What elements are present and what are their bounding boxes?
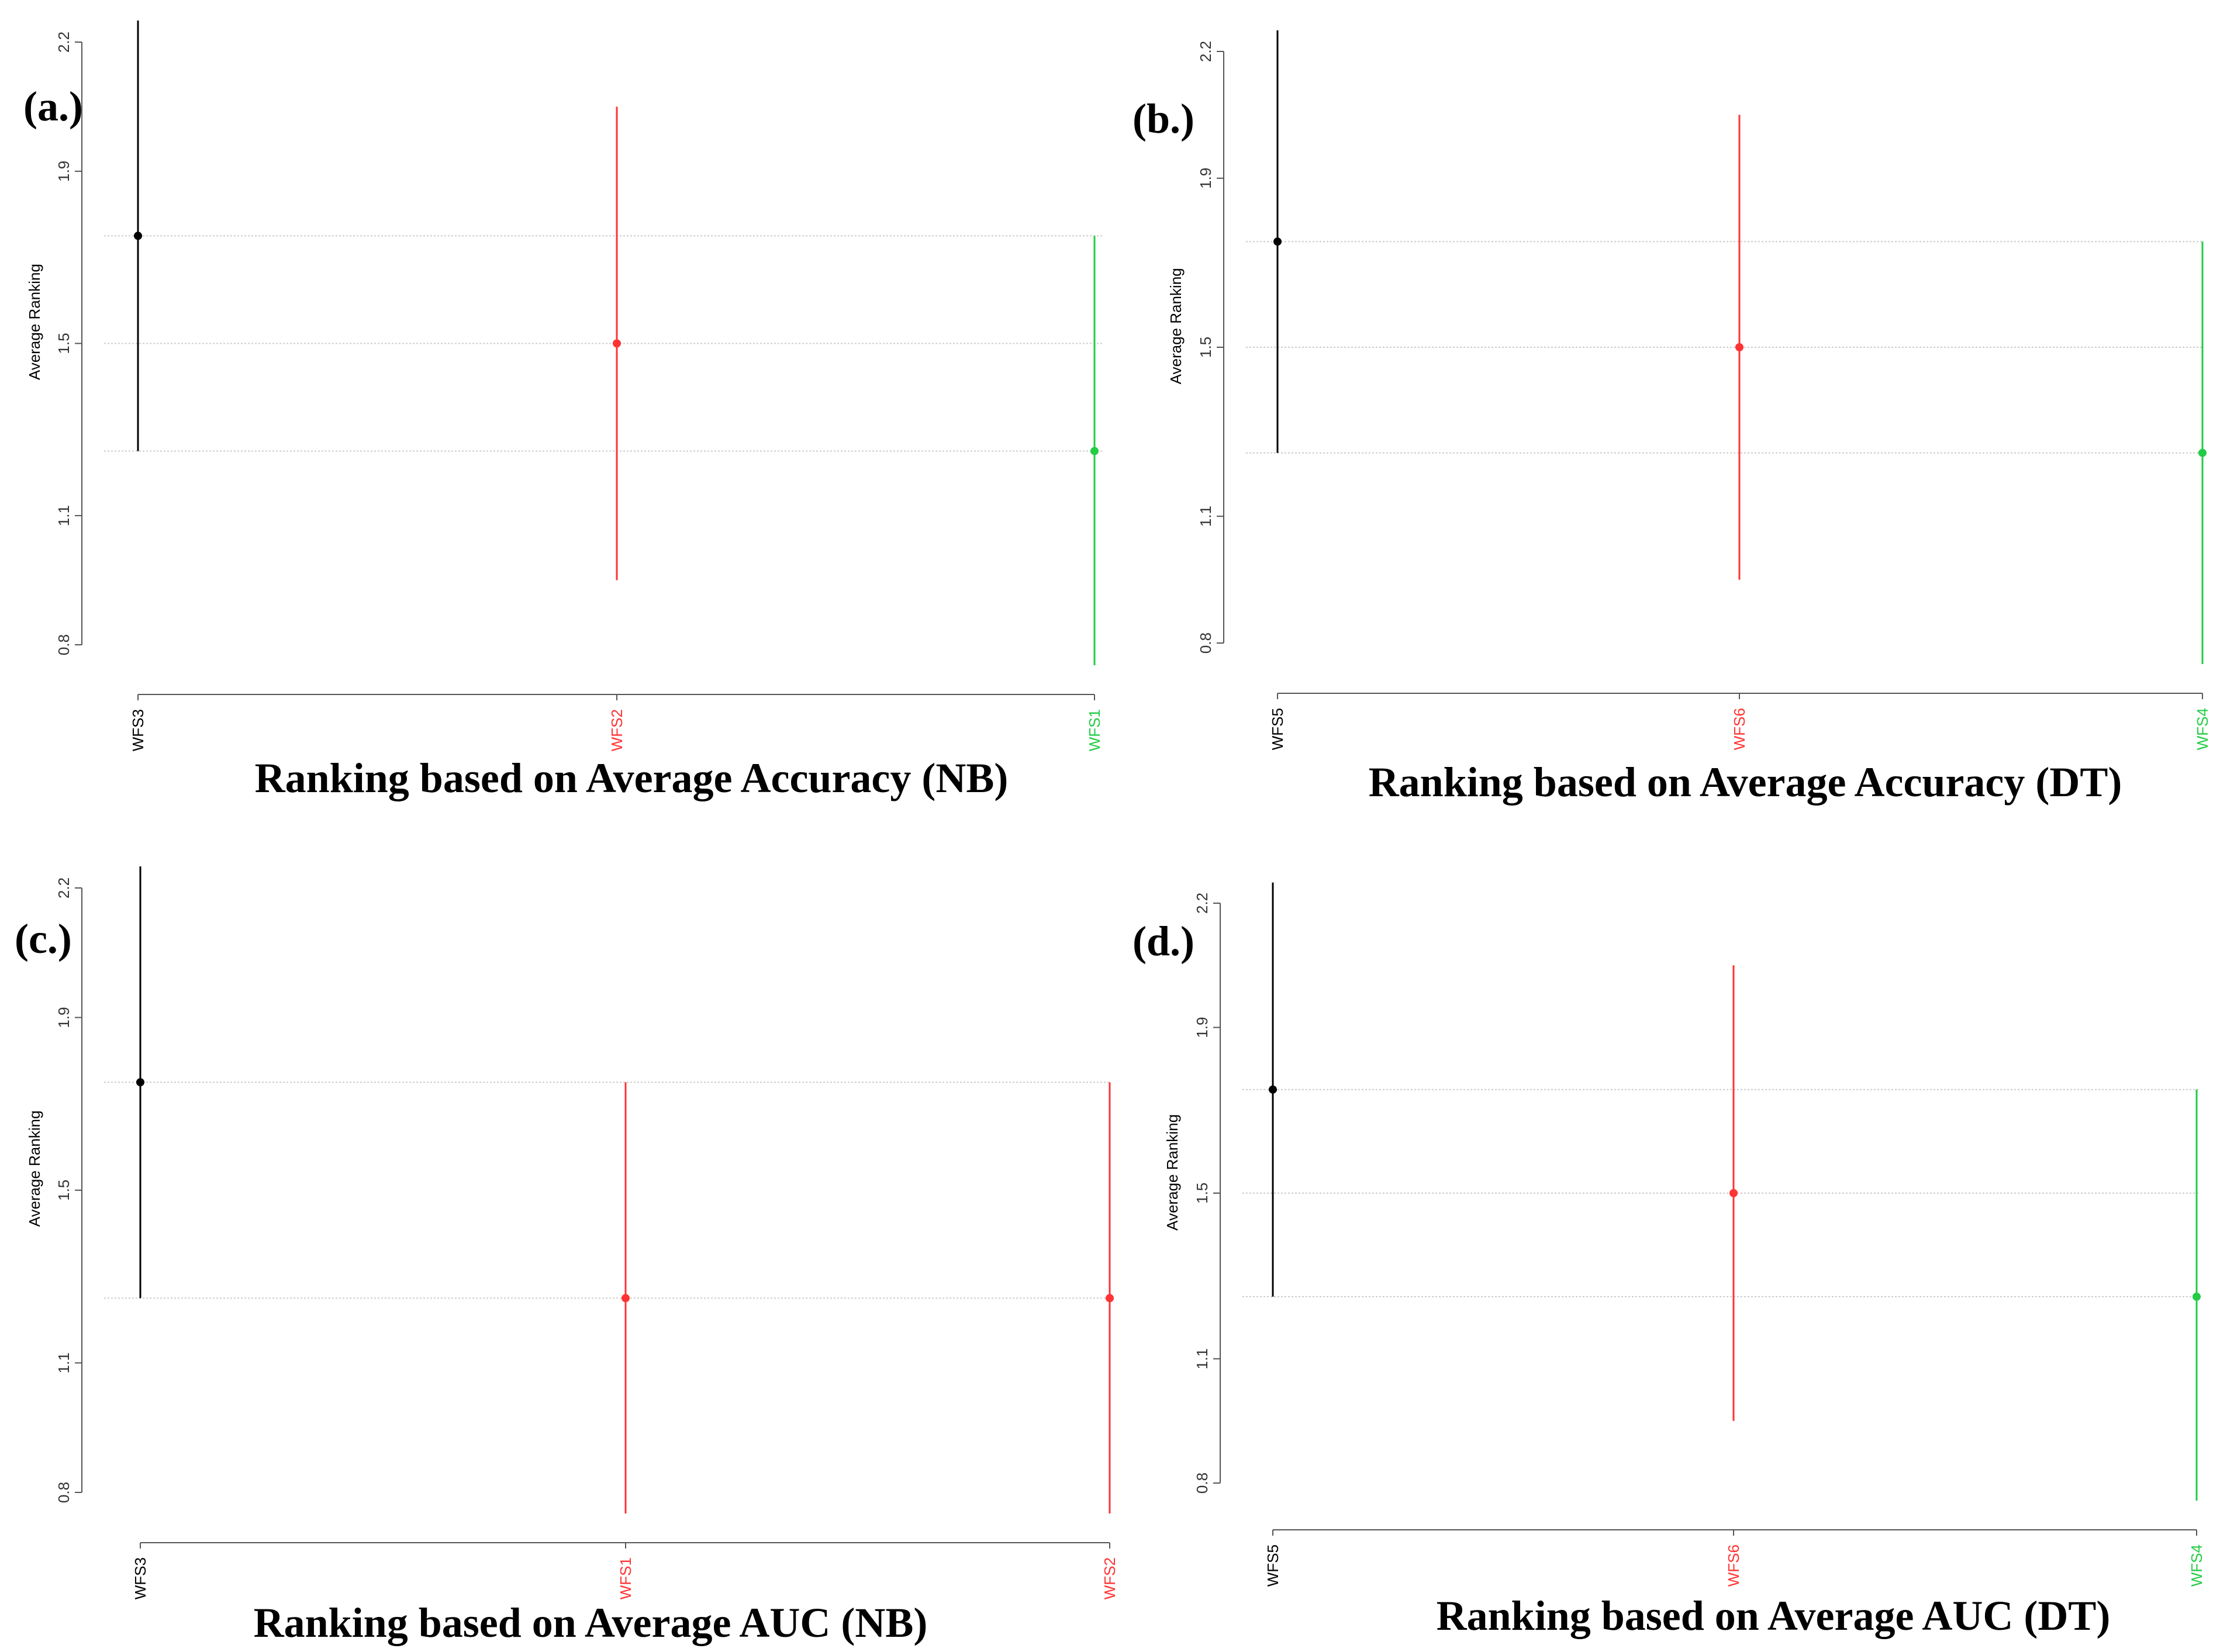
rank-point-wfs3: [134, 231, 142, 240]
y-axis-title: Average Ranking: [26, 1111, 43, 1227]
y-axis-title: Average Ranking: [26, 264, 43, 380]
category-label-wfs1: WFS1: [617, 1557, 634, 1599]
category-label-wfs3: WFS3: [129, 709, 147, 751]
category-label-wfs4: WFS4: [2194, 708, 2211, 750]
y-tick-label: 1.9: [55, 1007, 72, 1028]
y-tick-label: 2.2: [1197, 41, 1214, 62]
y-tick-label: 2.2: [55, 32, 72, 53]
y-tick-label: 1.5: [1197, 337, 1214, 358]
y-tick-label: 1.5: [55, 1180, 72, 1201]
panel-label: (b.): [1133, 95, 1194, 142]
y-tick-label: 2.2: [1193, 893, 1211, 914]
y-tick-label: 1.9: [1193, 1017, 1211, 1038]
rank-point-wfs2: [1106, 1294, 1114, 1302]
y-tick-label: 1.1: [55, 505, 72, 526]
rank-point-wfs6: [1735, 343, 1743, 351]
y-axis-title: Average Ranking: [1163, 1114, 1181, 1231]
category-label-wfs4: WFS4: [2188, 1544, 2205, 1587]
panel-title: Ranking based on Average AUC (DT): [1437, 1592, 2111, 1639]
rank-point-wfs4: [2198, 448, 2207, 457]
category-label-wfs2: WFS2: [1101, 1557, 1118, 1599]
y-tick-label: 1.5: [1193, 1183, 1211, 1204]
category-label-wfs6: WFS6: [1725, 1544, 1742, 1587]
panel-label: (c.): [15, 915, 72, 962]
y-tick-label: 1.1: [1197, 506, 1214, 527]
y-tick-label: 0.8: [1193, 1473, 1211, 1494]
chart-panel-2: (b.) 0.8 1.1 1.5 1.9 2.2 Average Ranking WFS5 WF…: [1133, 30, 2211, 806]
category-label-wfs2: WFS2: [608, 709, 626, 751]
rank-point-wfs1: [1090, 447, 1099, 455]
category-label-wfs3: WFS3: [132, 1557, 149, 1599]
chart-panel-4: (d.) 0.8 1.1 1.5 1.9 2.2 Average Ranking WFS5 WF…: [1133, 882, 2205, 1639]
panel-title: Ranking based on Average AUC (NB): [254, 1599, 928, 1646]
rank-point-wfs6: [1729, 1189, 1738, 1197]
y-tick-label: 1.5: [55, 333, 72, 354]
category-label-wfs5: WFS5: [1269, 708, 1286, 750]
panel-label: (a.): [23, 83, 83, 130]
rank-point-wfs5: [1269, 1085, 1277, 1094]
category-label-wfs6: WFS6: [1731, 708, 1748, 750]
y-tick-label: 0.8: [55, 1482, 72, 1503]
y-tick-label: 1.1: [55, 1352, 72, 1373]
category-label-wfs1: WFS1: [1086, 709, 1103, 751]
chart-panel-1: (a.) 0.8 1.1 1.5 1.9 2.2 Average Ranking WFS3 WF…: [23, 20, 1103, 801]
rank-point-wfs1: [622, 1294, 630, 1302]
panel-label: (d.): [1133, 918, 1194, 965]
panel-title: Ranking based on Average Accuracy (NB): [255, 755, 1009, 801]
chart-panel-3: (c.) 0.8 1.1 1.5 1.9 2.2 Average Ranking WFS3 WF…: [15, 866, 1118, 1646]
rank-point-wfs3: [136, 1078, 144, 1087]
y-tick-label: 2.2: [55, 877, 72, 898]
rank-point-wfs4: [2193, 1292, 2201, 1301]
rank-point-wfs2: [613, 339, 621, 348]
y-tick-label: 1.9: [55, 161, 72, 182]
y-tick-label: 0.8: [1197, 633, 1214, 654]
y-tick-label: 0.8: [55, 634, 72, 655]
y-tick-label: 1.1: [1193, 1348, 1211, 1369]
y-axis-title: Average Ranking: [1167, 268, 1185, 384]
y-tick-label: 1.9: [1197, 168, 1214, 189]
panel-title: Ranking based on Average Accuracy (DT): [1369, 759, 2122, 806]
category-label-wfs5: WFS5: [1264, 1544, 1282, 1587]
rank-point-wfs5: [1273, 237, 1282, 246]
